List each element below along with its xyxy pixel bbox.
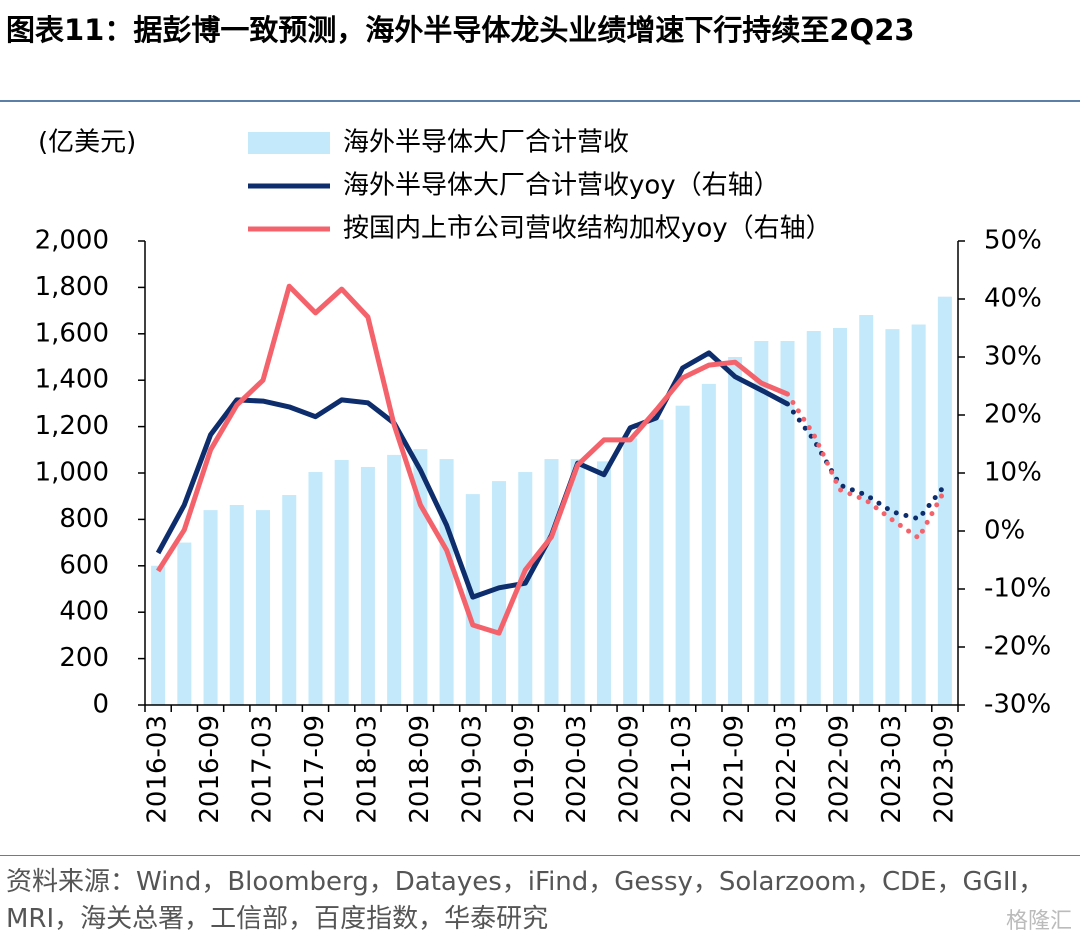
- bar: [439, 459, 454, 705]
- x-tick-label: 2017-09: [300, 715, 330, 824]
- y-tick-label: 800: [59, 504, 109, 534]
- legend-label: 海外半导体大厂合计营收yoy（右轴）: [343, 171, 780, 201]
- y-tick-label: 2,000: [35, 226, 109, 256]
- y-tick-label: 1,200: [35, 411, 109, 441]
- y2-tick-label: 10%: [984, 458, 1042, 488]
- y-tick-label: 600: [59, 550, 109, 580]
- line-solid: [155, 283, 789, 636]
- x-tick-label: 2017-03: [248, 715, 278, 824]
- legend-label: 海外半导体大厂合计营收: [343, 128, 629, 158]
- bar: [596, 461, 611, 705]
- bar: [675, 405, 690, 705]
- bar: [754, 340, 769, 705]
- bar: [859, 315, 874, 705]
- bar: [832, 328, 847, 705]
- x-tick-label: 2020-09: [615, 715, 645, 824]
- x-tick-label: 2021-03: [667, 715, 697, 824]
- x-tick-label: 2016-09: [195, 715, 225, 824]
- y2-tick-label: -10%: [984, 574, 1051, 604]
- x-tick-label: 2023-03: [877, 715, 907, 824]
- header-rule: [0, 100, 1080, 102]
- y2-tick-label: 40%: [984, 284, 1042, 314]
- y-tick-label: 0: [92, 690, 109, 720]
- bar: [649, 419, 664, 705]
- bar: [518, 472, 533, 705]
- watermark: 格隆汇: [1005, 909, 1072, 934]
- x-tick-label: 2021-09: [720, 715, 750, 824]
- bar: [780, 340, 795, 705]
- bar: [885, 329, 900, 705]
- y-tick-label: 400: [59, 597, 109, 627]
- source-note: 资料来源：Wind，Bloomberg，Datayes，iFind，Gessy，…: [6, 867, 1045, 934]
- bar: [492, 481, 507, 705]
- bar: [623, 438, 638, 705]
- bar: [282, 495, 297, 705]
- bar: [911, 324, 926, 705]
- y-tick-label: 1,600: [35, 318, 109, 348]
- bar: [177, 542, 192, 705]
- bar: [701, 383, 716, 705]
- x-tick-label: 2019-09: [510, 715, 540, 824]
- y2-tick-label: 30%: [984, 342, 1042, 372]
- line-dotted: [785, 391, 948, 541]
- y-axis-label: (亿美元): [38, 128, 136, 158]
- bar: [937, 296, 952, 705]
- bar: [544, 459, 559, 705]
- x-tick-label: 2016-03: [143, 715, 173, 824]
- x-tick-label: 2022-03: [772, 715, 802, 824]
- bar: [256, 510, 271, 705]
- bar: [151, 565, 166, 705]
- y-tick-label: 1,000: [35, 458, 109, 488]
- chart-title: 图表11：据彭博一致预测，海外半导体龙头业绩增速下行持续至2Q23: [6, 13, 915, 47]
- bar: [728, 357, 743, 705]
- bar: [308, 472, 323, 705]
- y2-tick-label: -30%: [984, 690, 1051, 720]
- bar: [334, 460, 349, 705]
- bar: [570, 459, 585, 705]
- y-tick-label: 1,400: [35, 365, 109, 395]
- bar: [360, 466, 375, 705]
- y2-tick-label: 20%: [984, 400, 1042, 430]
- bar: [203, 510, 218, 705]
- x-tick-label: 2020-03: [562, 715, 592, 824]
- x-tick-label: 2023-09: [929, 715, 959, 824]
- footer-rule: [0, 855, 1080, 856]
- bar: [229, 505, 244, 705]
- bar: [387, 454, 402, 705]
- y2-tick-label: -20%: [984, 632, 1051, 662]
- y-tick-label: 200: [59, 643, 109, 673]
- x-tick-label: 2022-09: [824, 715, 854, 824]
- legend-swatch: [248, 132, 330, 154]
- y2-tick-label: 50%: [984, 226, 1042, 256]
- y-tick-label: 1,800: [35, 272, 109, 302]
- line-solid: [155, 350, 789, 600]
- x-tick-label: 2018-09: [405, 715, 435, 824]
- legend-label: 按国内上市公司营收结构加权yoy（右轴）: [343, 214, 832, 244]
- x-tick-label: 2018-03: [352, 715, 382, 824]
- y2-tick-label: 0%: [984, 516, 1025, 546]
- x-tick-label: 2019-03: [457, 715, 487, 824]
- bar: [806, 331, 821, 705]
